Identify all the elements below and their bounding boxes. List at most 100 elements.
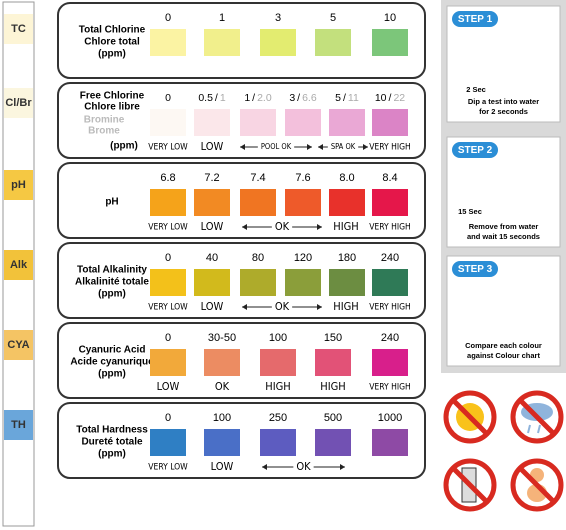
panel-title: Free Chlorine [80,91,145,102]
chlorine-value: 5 [335,92,341,104]
color-pad [372,269,408,296]
level-label: LOW [211,460,234,473]
color-pad [240,189,276,216]
color-pad [315,349,351,376]
color-pad [372,109,408,136]
no-children [510,458,564,512]
pad-value: 6.8 [160,172,175,184]
pad-value: 240 [381,332,399,344]
step-text: Compare each colour [465,341,542,350]
pad-value: 0.5/1 [198,92,226,104]
level-label: VERY LOW [148,223,188,233]
pad-value: 0 [165,412,171,424]
bromine-value: 11 [348,92,359,104]
color-pad [329,109,365,136]
bromine-value: 6.6 [302,92,317,104]
step-text: Dip a test into water [468,97,539,106]
level-label: SPA OK [331,142,356,151]
panel-title: Total Alkalinity [77,265,147,276]
pad-value: 3 [275,12,281,24]
color-pad [240,109,276,136]
pad-value: 8.0 [339,172,354,184]
color-pad [285,269,321,296]
panel-title: Total Chlorine [79,25,146,36]
color-pad [150,349,186,376]
pad-value: 1 [219,12,225,24]
step-time: 2 Sec [466,85,486,94]
level-label: HIGH [320,380,345,393]
level-label: VERY HIGH [369,223,411,233]
pad-value: 7.6 [295,172,310,184]
level-label: HIGH [265,380,290,393]
arrow-head [363,144,368,150]
step-label: STEP 1 [458,14,493,25]
level-label: LOW [201,140,224,153]
pad-value: 10/22 [375,92,405,104]
panel-subtitle: Bromine [84,115,125,126]
panel-title: (ppm) [98,289,126,300]
step-label: STEP 2 [458,145,493,156]
pad-value: 100 [269,332,287,344]
color-pad [260,349,296,376]
panel-unit: (ppm) [110,141,138,152]
value-separator: / [252,92,255,104]
pad-value: 150 [324,332,342,344]
pad-value: 10 [384,12,396,24]
bromine-value: 1 [220,92,226,104]
strip-pad [4,88,33,118]
arrow-head [242,224,247,230]
pad-value: 7.2 [204,172,219,184]
panel-title: Alkalinité totale [75,277,149,288]
pad-value: 5/11 [335,92,359,104]
panel-title: Chlore libre [84,102,140,113]
strip-label: TH [11,419,26,431]
color-pad [204,349,240,376]
bromine-value: 22 [393,92,405,104]
level-label: LOW [157,380,180,393]
panel [57,2,426,79]
value-separator: / [343,92,346,104]
color-pad [150,29,186,56]
bromine-value: 2.0 [257,92,272,104]
color-pad [150,189,186,216]
arrow-head [340,464,345,470]
color-pad [372,29,408,56]
step-time: 15 Sec [458,207,482,216]
strip-pad [4,250,33,280]
arrow-head [307,144,312,150]
color-pad [194,189,230,216]
color-pad [329,269,365,296]
strip-pad [4,14,33,44]
arrow-head [242,304,247,310]
pad-value: 40 [206,252,218,264]
pad-value: 240 [381,252,399,264]
arrow-head [262,464,267,470]
panel-title: Acide cyanurique [70,357,154,368]
panel-title: pH [105,197,118,208]
pad-value: 120 [294,252,312,264]
panel-title: Total Hardness [76,425,148,436]
color-pad [260,429,296,456]
strip-label: pH [11,179,26,191]
value-separator: / [215,92,218,104]
level-label: VERY LOW [148,463,188,473]
pad-value: 7.4 [250,172,265,184]
pad-value: 100 [213,412,231,424]
no-rain [510,390,564,444]
strip-pad [4,170,33,200]
strip-label: CYA [7,339,29,351]
pad-value: 180 [338,252,356,264]
color-pad [315,429,351,456]
arrow-head [318,144,323,150]
color-pad [204,429,240,456]
step-text: and wait 15 seconds [467,232,540,241]
step-pill [452,261,498,277]
level-label: VERY HIGH [369,143,411,153]
level-label: VERY HIGH [369,303,411,313]
panel-title: (ppm) [98,49,126,60]
panel-title: Dureté totale [81,437,143,448]
panel [57,322,426,399]
pad-value: 500 [324,412,342,424]
color-pad [204,29,240,56]
color-pad [150,269,186,296]
